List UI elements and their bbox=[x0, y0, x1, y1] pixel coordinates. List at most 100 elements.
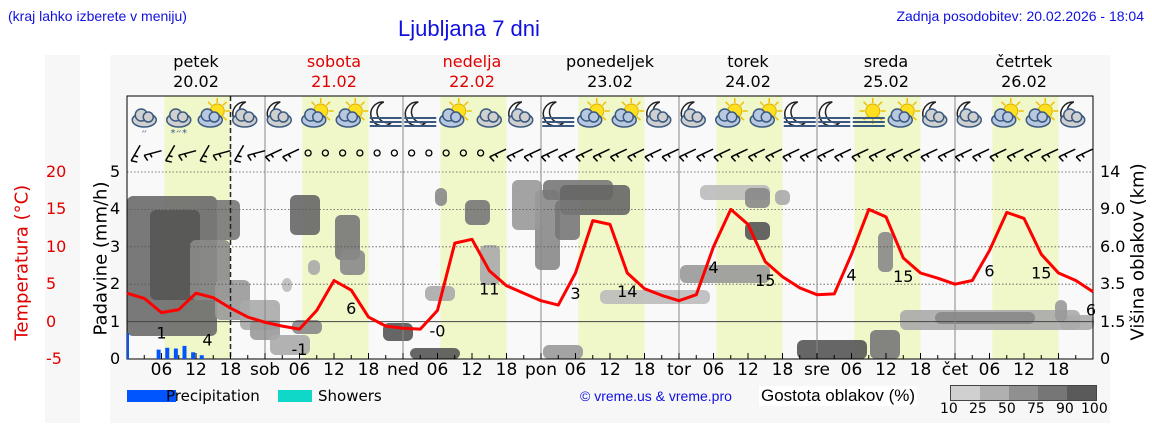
precipitation-bar bbox=[127, 332, 129, 359]
sun-fog-icon bbox=[852, 98, 886, 127]
svg-text:״: ״ bbox=[141, 128, 147, 139]
wind-barb-icon bbox=[1023, 148, 1042, 162]
day-header-5: sreda 25.02 bbox=[817, 52, 955, 92]
hour-tick-label: 18 bbox=[219, 360, 242, 380]
wind-barb-icon bbox=[1041, 148, 1059, 162]
temperature-annotation: 11 bbox=[479, 280, 499, 299]
hour-tick-label: čet bbox=[941, 360, 969, 380]
precipitation-bar bbox=[156, 349, 161, 359]
sun-cloud-icon bbox=[887, 98, 921, 128]
axis-tick-label: 0 bbox=[46, 311, 57, 331]
wind-calm-icon bbox=[321, 149, 330, 157]
hour-tick-label: 06 bbox=[840, 360, 863, 380]
colorbar-tick-label: 10 bbox=[940, 401, 958, 417]
wind-barb-icon bbox=[885, 148, 904, 162]
cloud-density-area bbox=[465, 200, 490, 225]
colorbar-tick-label: 100 bbox=[1081, 401, 1108, 417]
colorbar-segment bbox=[1009, 386, 1038, 400]
wind-barb-icon bbox=[264, 148, 283, 162]
wind-barb-icon bbox=[1006, 148, 1024, 162]
wind-barb-icon bbox=[678, 148, 697, 162]
cloud-density-area bbox=[870, 330, 900, 359]
wind-barb-icon bbox=[937, 148, 955, 162]
sun-cloud-icon bbox=[197, 98, 231, 128]
day-date: 23.02 bbox=[587, 72, 633, 91]
cloud-density-area bbox=[282, 278, 292, 292]
colorbar-tick-label: 50 bbox=[998, 401, 1016, 417]
wind-barb-icon bbox=[644, 148, 662, 162]
hour-tick-label: 18 bbox=[633, 360, 656, 380]
hour-tick-label: pon bbox=[525, 360, 557, 380]
axis-tick-label: 4 bbox=[110, 199, 121, 219]
colorbar-segment bbox=[980, 386, 1009, 400]
last-update: Zadnja posodobitev: 20.02.2026 - 18:04 bbox=[896, 8, 1144, 24]
hour-tick-label: 06 bbox=[564, 360, 587, 380]
cloud-density-area bbox=[512, 180, 542, 230]
hour-tick-label: 06 bbox=[426, 360, 449, 380]
day-header-6: četrtek 26.02 bbox=[955, 52, 1093, 92]
showers-legend-label: Showers bbox=[318, 387, 382, 405]
wind-calm-icon bbox=[425, 149, 433, 157]
axis-tick-label: 0 bbox=[110, 349, 121, 368]
wind-barb-icon bbox=[713, 148, 731, 162]
colorbar-tick-label: 25 bbox=[969, 401, 987, 417]
wind-barb-icon bbox=[130, 144, 141, 163]
daylight-band bbox=[440, 96, 507, 359]
moon-cloud-icon bbox=[956, 101, 982, 128]
day-name: nedelja bbox=[442, 52, 502, 71]
wind-barb-icon bbox=[834, 148, 852, 162]
cloud-density-area bbox=[410, 348, 460, 359]
moon-cloud-icon bbox=[680, 101, 706, 128]
cloud-density-area bbox=[335, 215, 360, 260]
temperature-annotation: -0 bbox=[430, 321, 446, 340]
day-name: sobota bbox=[306, 52, 362, 71]
cloud-density-area bbox=[270, 335, 310, 355]
day-header-4: torek 24.02 bbox=[679, 52, 817, 92]
credit-link[interactable]: © vreme.us & vreme.pro bbox=[580, 388, 732, 404]
page-title: Ljubljana 7 dni bbox=[398, 16, 540, 41]
wind-barb-icon bbox=[747, 148, 766, 162]
precipitation-legend-label: Precipitation bbox=[166, 387, 260, 405]
hour-tick-label: sre bbox=[804, 360, 830, 380]
cloud-density-area bbox=[435, 188, 447, 206]
cloud-density-area bbox=[150, 210, 200, 300]
hour-tick-label: 12 bbox=[185, 360, 207, 380]
wind-calm-icon bbox=[338, 149, 347, 157]
axis-tick-label: 9.0 bbox=[1100, 199, 1126, 219]
wind-barb-icon bbox=[1075, 148, 1093, 162]
hour-tick-label: sob bbox=[249, 360, 281, 380]
moon-cloud-icon bbox=[266, 101, 292, 128]
day-date: 21.02 bbox=[311, 72, 357, 91]
wind-calm-icon bbox=[373, 149, 381, 157]
colorbar-segment bbox=[951, 386, 980, 400]
moon-cloud-icon bbox=[922, 101, 948, 128]
day-date: 22.02 bbox=[449, 72, 495, 91]
colorbar-segment bbox=[1067, 386, 1096, 400]
colorbar-segment bbox=[1038, 386, 1067, 400]
axis-tick-label: 5 bbox=[110, 162, 121, 181]
cloud-density-area bbox=[797, 340, 867, 359]
wind-barb-icon bbox=[765, 148, 783, 162]
day-header-2: nedelja 22.02 bbox=[403, 52, 541, 92]
wind-barb-icon bbox=[558, 148, 576, 162]
temperature-axis-label: Temperatura (°C) bbox=[11, 184, 33, 341]
hour-tick-label: 18 bbox=[357, 360, 380, 380]
wind-barb-icon bbox=[972, 148, 990, 162]
temperature-annotation: 1 bbox=[156, 324, 166, 343]
temperature-annotation: -1 bbox=[292, 340, 308, 359]
wind-barb-icon bbox=[233, 144, 245, 163]
hour-tick-label: 06 bbox=[978, 360, 1001, 380]
temperature-axis-panel bbox=[45, 55, 80, 423]
wind-barb-icon bbox=[920, 148, 938, 162]
wind-barb-icon bbox=[799, 148, 817, 162]
hour-tick-label: tor bbox=[666, 360, 692, 380]
wind-barb-icon bbox=[247, 149, 266, 162]
hour-tick-label: 18 bbox=[495, 360, 518, 380]
cloud-rain-icon: ״ bbox=[131, 108, 157, 139]
precipitation-bar bbox=[165, 347, 170, 359]
precipitation-bar bbox=[199, 355, 204, 359]
wind-barb-icon bbox=[523, 148, 541, 162]
wind-barb-icon bbox=[540, 148, 559, 162]
hour-tick-label: 06 bbox=[150, 360, 173, 380]
